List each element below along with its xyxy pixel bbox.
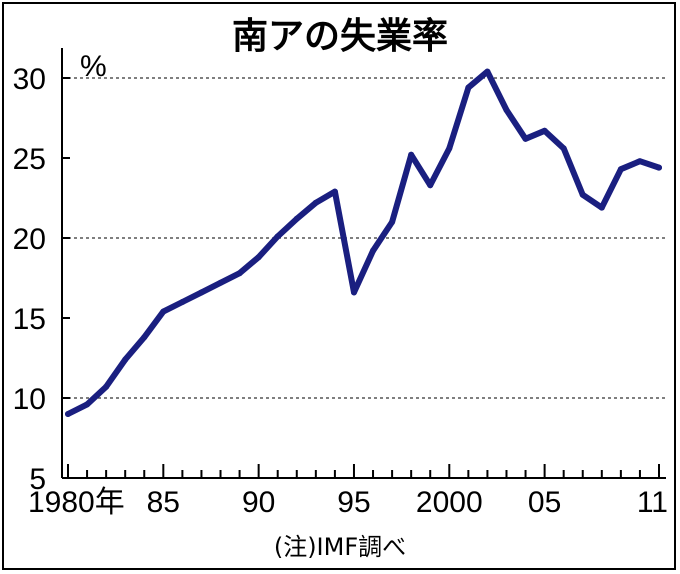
data-point bbox=[598, 204, 605, 211]
data-point bbox=[389, 219, 396, 225]
data-point bbox=[408, 151, 415, 158]
data-point bbox=[427, 182, 434, 189]
data-point bbox=[274, 233, 281, 240]
x-tick-label: 85 bbox=[147, 486, 180, 519]
data-point bbox=[217, 279, 224, 286]
x-tick-label: 1980年 bbox=[28, 486, 125, 519]
data-point bbox=[656, 164, 662, 171]
data-point bbox=[541, 127, 548, 134]
data-point bbox=[350, 289, 357, 296]
x-tick-label: 95 bbox=[337, 486, 370, 519]
y-tick-label: 25 bbox=[13, 143, 46, 176]
data-point bbox=[465, 84, 472, 91]
data-point bbox=[141, 334, 148, 341]
y-tick-label: 15 bbox=[13, 303, 46, 336]
data-point bbox=[103, 383, 110, 390]
source-note: (注)IMF調べ bbox=[274, 533, 406, 561]
data-point bbox=[255, 254, 262, 261]
y-tick-label: 30 bbox=[13, 63, 46, 96]
chart-title: 南アの失業率 bbox=[232, 16, 448, 57]
data-point bbox=[84, 401, 91, 408]
y-tick-label: 5 bbox=[29, 463, 46, 496]
data-point bbox=[560, 145, 567, 152]
data-point bbox=[636, 158, 643, 165]
data-point bbox=[446, 145, 453, 152]
data-point bbox=[236, 270, 243, 277]
data-point bbox=[579, 191, 586, 198]
axes bbox=[61, 48, 666, 479]
x-tick-label: 2000 bbox=[416, 486, 483, 519]
data-point bbox=[484, 68, 491, 75]
data-point bbox=[522, 135, 529, 142]
x-tick-label: 11 bbox=[637, 486, 668, 519]
series-line bbox=[65, 68, 662, 417]
data-point bbox=[198, 289, 205, 296]
x-tick-labels: 1980年 85 90 95 2000 05 11 bbox=[28, 464, 668, 519]
data-point bbox=[160, 308, 167, 315]
data-point bbox=[122, 356, 129, 363]
x-tick-label: 90 bbox=[242, 486, 275, 519]
data-point bbox=[312, 199, 319, 206]
data-point bbox=[179, 299, 186, 305]
data-point bbox=[331, 188, 338, 195]
y-axis-unit: % bbox=[80, 50, 107, 83]
y-tick-label: 20 bbox=[13, 223, 46, 256]
data-points bbox=[65, 68, 662, 417]
y-tick-label: 10 bbox=[13, 383, 46, 416]
data-point bbox=[617, 166, 624, 173]
data-point bbox=[503, 107, 510, 113]
gridlines bbox=[62, 77, 666, 399]
y-tick-labels: 5 10 15 20 25 30 bbox=[13, 63, 70, 496]
data-point bbox=[65, 411, 71, 417]
x-tick-label: 05 bbox=[528, 486, 561, 519]
data-point bbox=[370, 247, 377, 254]
data-point bbox=[293, 215, 300, 222]
